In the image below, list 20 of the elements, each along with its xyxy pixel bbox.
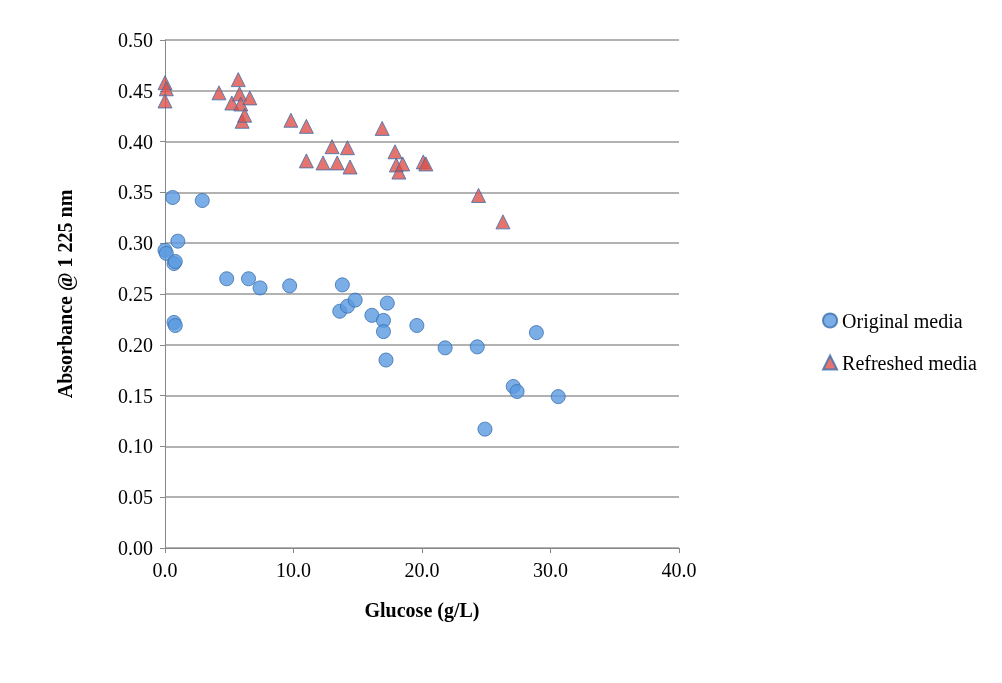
y-tick-label: 0.20	[118, 333, 153, 356]
y-tick-label: 0.50	[118, 29, 153, 51]
y-tick-label: 0.10	[118, 435, 153, 458]
y-tick-label: 0.30	[118, 232, 153, 255]
y-axis-title: Absorbance @ 1 225 nm	[54, 189, 77, 399]
x-axis-title: Glucose (g/L)	[364, 599, 480, 622]
y-tick-label: 0.05	[118, 486, 153, 509]
x-tick-label: 0.0	[152, 559, 178, 581]
x-tick-label: 20.0	[404, 559, 440, 581]
y-tick-label: 0.15	[118, 384, 153, 407]
y-tick-label: 0.00	[118, 537, 153, 559]
y-tick-label: 0.40	[118, 130, 153, 153]
x-tick-label: 30.0	[533, 559, 568, 581]
legend-label: Original media	[842, 309, 963, 333]
y-tick-label: 0.45	[118, 79, 153, 102]
y-tick-label: 0.35	[118, 181, 153, 204]
x-tick-label: 40.0	[661, 559, 697, 581]
y-tick-label: 0.25	[118, 283, 153, 305]
legend-label: Refreshed media	[842, 351, 978, 374]
x-tick-label: 10.0	[276, 559, 311, 581]
